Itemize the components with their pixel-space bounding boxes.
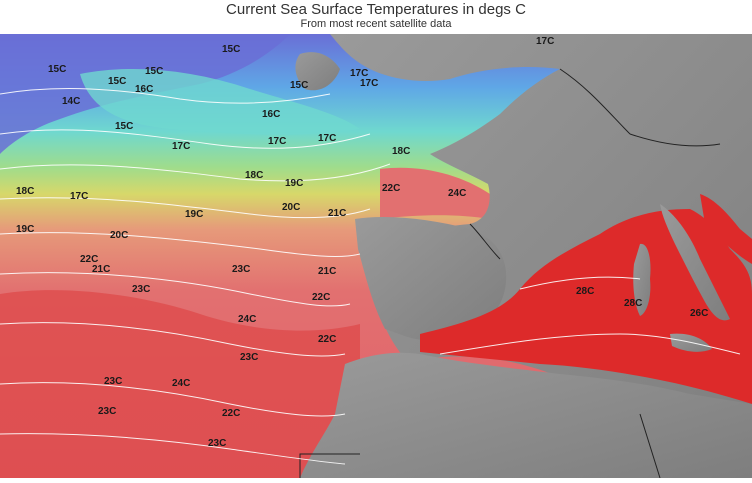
isotherm-lines bbox=[0, 88, 741, 465]
temp-label: 21C bbox=[92, 264, 110, 275]
temp-label: 15C bbox=[115, 121, 133, 132]
map-title: Current Sea Surface Temperatures in degs… bbox=[226, 1, 526, 18]
adriatic-sea bbox=[700, 194, 752, 264]
temp-label: 16C bbox=[262, 109, 280, 120]
temp-label: 23C bbox=[232, 264, 250, 275]
temp-label: 21C bbox=[318, 266, 336, 277]
island-corsica-sardinia bbox=[633, 243, 651, 316]
mediterranean-sea bbox=[420, 209, 752, 404]
land-british-isles bbox=[295, 52, 340, 91]
bay-of-biscay bbox=[380, 167, 490, 219]
temp-label: 17C bbox=[360, 78, 378, 89]
temp-label: 15C bbox=[108, 76, 126, 87]
temp-label: 14C bbox=[62, 96, 80, 107]
temp-label: 23C bbox=[240, 352, 258, 363]
temp-label: 22C bbox=[382, 183, 400, 194]
temp-label: 17C bbox=[350, 68, 368, 79]
temp-label: 18C bbox=[245, 170, 263, 181]
temp-label: 15C bbox=[145, 66, 163, 77]
temp-label: 17C bbox=[268, 136, 286, 147]
temp-label: 19C bbox=[285, 178, 303, 189]
temp-label: 18C bbox=[16, 186, 34, 197]
temp-label: 22C bbox=[80, 254, 98, 265]
land-north-africa bbox=[300, 352, 752, 478]
temp-label: 20C bbox=[110, 230, 128, 241]
peninsula-italy bbox=[660, 204, 730, 321]
land-iberia bbox=[355, 217, 507, 341]
sea-temperature-map[interactable]: 15C 15C 15C 14C 15C 16C 15C 15C 17C 17C … bbox=[0, 34, 752, 479]
temp-label: 19C bbox=[185, 209, 203, 220]
temp-label: 22C bbox=[312, 292, 330, 303]
temp-label: 28C bbox=[576, 286, 594, 297]
temp-label: 22C bbox=[318, 334, 336, 345]
temp-label: 15C bbox=[48, 64, 66, 75]
temp-label: 24C bbox=[448, 188, 466, 199]
warm-red-zone bbox=[0, 290, 360, 478]
temp-label: 20C bbox=[282, 202, 300, 213]
temp-label: 17C bbox=[70, 191, 88, 202]
temp-label: 15C bbox=[222, 44, 240, 55]
map-subtitle: From most recent satellite data bbox=[300, 18, 452, 30]
temp-label: 21C bbox=[328, 208, 346, 219]
cool-water-band bbox=[80, 69, 360, 135]
temp-label: 28C bbox=[624, 298, 642, 309]
temp-label: 17C bbox=[536, 36, 554, 47]
temp-label: 17C bbox=[172, 141, 190, 152]
temp-label: 24C bbox=[238, 314, 256, 325]
temp-label: 22C bbox=[222, 408, 240, 419]
temp-label: 26C bbox=[690, 308, 708, 319]
temp-label: 24C bbox=[172, 378, 190, 389]
country-borders bbox=[299, 68, 721, 479]
map-header: Current Sea Surface Temperatures in degs… bbox=[0, 0, 752, 34]
temp-label: 23C bbox=[132, 284, 150, 295]
temp-label: 17C bbox=[318, 133, 336, 144]
temperature-labels: 15C 15C 15C 14C 15C 16C 15C 15C 17C 17C … bbox=[16, 36, 708, 449]
temp-label: 23C bbox=[104, 376, 122, 387]
temp-label: 23C bbox=[208, 438, 226, 449]
temp-label: 15C bbox=[290, 80, 308, 91]
map-canvas: 15C 15C 15C 14C 15C 16C 15C 15C 17C 17C … bbox=[0, 34, 752, 479]
temp-label: 18C bbox=[392, 146, 410, 157]
temp-label: 16C bbox=[135, 84, 153, 95]
temp-label: 23C bbox=[98, 406, 116, 417]
temp-label: 19C bbox=[16, 224, 34, 235]
